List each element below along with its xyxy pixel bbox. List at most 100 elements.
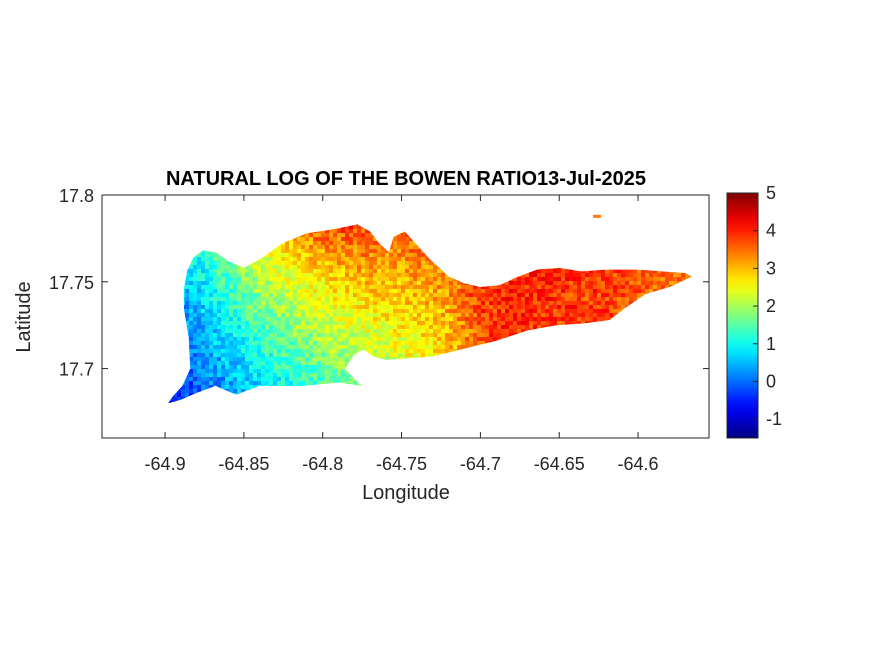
heatmap-cell: [413, 289, 418, 294]
heatmap-cell: [409, 241, 414, 246]
heatmap-cell: [213, 341, 218, 346]
heatmap-cell: [357, 249, 362, 254]
heatmap-cell: [445, 305, 450, 310]
heatmap-cell: [301, 313, 306, 318]
heatmap-cell: [265, 265, 270, 270]
heatmap-cell: [501, 317, 506, 322]
heatmap-cell: [293, 257, 298, 262]
heatmap-cell: [285, 257, 290, 262]
heatmap-cell: [353, 277, 358, 282]
heatmap-cell: [197, 277, 202, 282]
heatmap-cell: [397, 241, 402, 246]
heatmap-cell: [341, 297, 346, 302]
heatmap-cell: [469, 341, 474, 346]
heatmap-cell: [593, 301, 598, 306]
heatmap-cell: [325, 281, 330, 286]
heatmap-cell: [317, 369, 322, 374]
heatmap-cell: [317, 309, 322, 314]
heatmap-cell: [289, 245, 294, 250]
heatmap-cell: [417, 349, 422, 354]
heatmap-cell: [241, 349, 246, 354]
heatmap-cell: [253, 289, 258, 294]
heatmap-cell: [453, 341, 458, 346]
heatmap-cell: [333, 229, 338, 234]
heatmap-cell: [341, 261, 346, 266]
heatmap-cell: [213, 377, 218, 382]
heatmap-cell: [497, 293, 502, 298]
heatmap-cell: [225, 281, 230, 286]
heatmap-cell: [541, 297, 546, 302]
heatmap-cell: [373, 301, 378, 306]
heatmap-cell: [553, 273, 558, 278]
heatmap-cell: [409, 273, 414, 278]
heatmap-cell: [321, 281, 326, 286]
heatmap-cell: [281, 309, 286, 314]
heatmap-cell: [201, 309, 206, 314]
heatmap-cell: [525, 317, 530, 322]
heatmap-cell: [229, 337, 234, 342]
heatmap-cell: [357, 293, 362, 298]
heatmap-cell: [345, 237, 350, 242]
heatmap-cell: [189, 309, 194, 314]
heatmap-cell: [261, 265, 266, 270]
heatmap-cell: [189, 269, 194, 274]
heatmap-cell: [237, 369, 242, 374]
heatmap-cell: [593, 269, 598, 274]
heatmap-cell: [273, 365, 278, 370]
heatmap-cell: [261, 373, 266, 378]
heatmap-cell: [309, 333, 314, 338]
heatmap-cell: [365, 273, 370, 278]
heatmap-cell: [473, 325, 478, 330]
heatmap-cell: [301, 273, 306, 278]
heatmap-cell: [253, 309, 258, 314]
heatmap-cell: [277, 317, 282, 322]
heatmap-cell: [333, 357, 338, 362]
heatmap-cell: [301, 277, 306, 282]
heatmap-cell: [241, 281, 246, 286]
heatmap-cell: [453, 289, 458, 294]
heatmap-cell: [309, 249, 314, 254]
heatmap-cell: [445, 313, 450, 318]
heatmap-cell: [417, 317, 422, 322]
heatmap-cell: [325, 349, 330, 354]
heatmap-cell: [277, 321, 282, 326]
heatmap-cell: [305, 317, 310, 322]
heatmap-cell: [197, 369, 202, 374]
heatmap-cell: [249, 273, 254, 278]
heatmap-cell: [341, 377, 346, 382]
heatmap-cell: [565, 313, 570, 318]
heatmap-cell: [245, 325, 250, 330]
heatmap-cell: [221, 289, 226, 294]
heatmap-cell: [497, 309, 502, 314]
heatmap-cell: [193, 265, 198, 270]
heatmap-cell: [277, 265, 282, 270]
heatmap-cell: [261, 321, 266, 326]
heatmap-cell: [313, 269, 318, 274]
heatmap-cell: [297, 285, 302, 290]
heatmap-cell: [273, 325, 278, 330]
heatmap-cell: [193, 329, 198, 334]
heatmap-cell: [369, 233, 374, 238]
heatmap-cell: [317, 329, 322, 334]
heatmap-cell: [553, 277, 558, 282]
heatmap-cell: [341, 257, 346, 262]
heatmap-cell: [473, 305, 478, 310]
heatmap-cell: [337, 333, 342, 338]
heatmap-cell: [281, 317, 286, 322]
heatmap-cell: [257, 329, 262, 334]
heatmap-cell: [373, 309, 378, 314]
heatmap-cell: [549, 273, 554, 278]
heatmap-cell: [293, 237, 298, 242]
heatmap-cell: [345, 341, 350, 346]
heatmap-cell: [313, 317, 318, 322]
heatmap-cell: [437, 281, 442, 286]
heatmap-cell: [313, 381, 318, 386]
heatmap-cell: [477, 341, 482, 346]
heatmap-cell: [429, 273, 434, 278]
heatmap-cell: [345, 297, 350, 302]
heatmap-cell: [317, 341, 322, 346]
heatmap-cell: [377, 353, 382, 358]
heatmap-cell: [277, 309, 282, 314]
heatmap-cell: [341, 337, 346, 342]
heatmap-cell: [269, 293, 274, 298]
